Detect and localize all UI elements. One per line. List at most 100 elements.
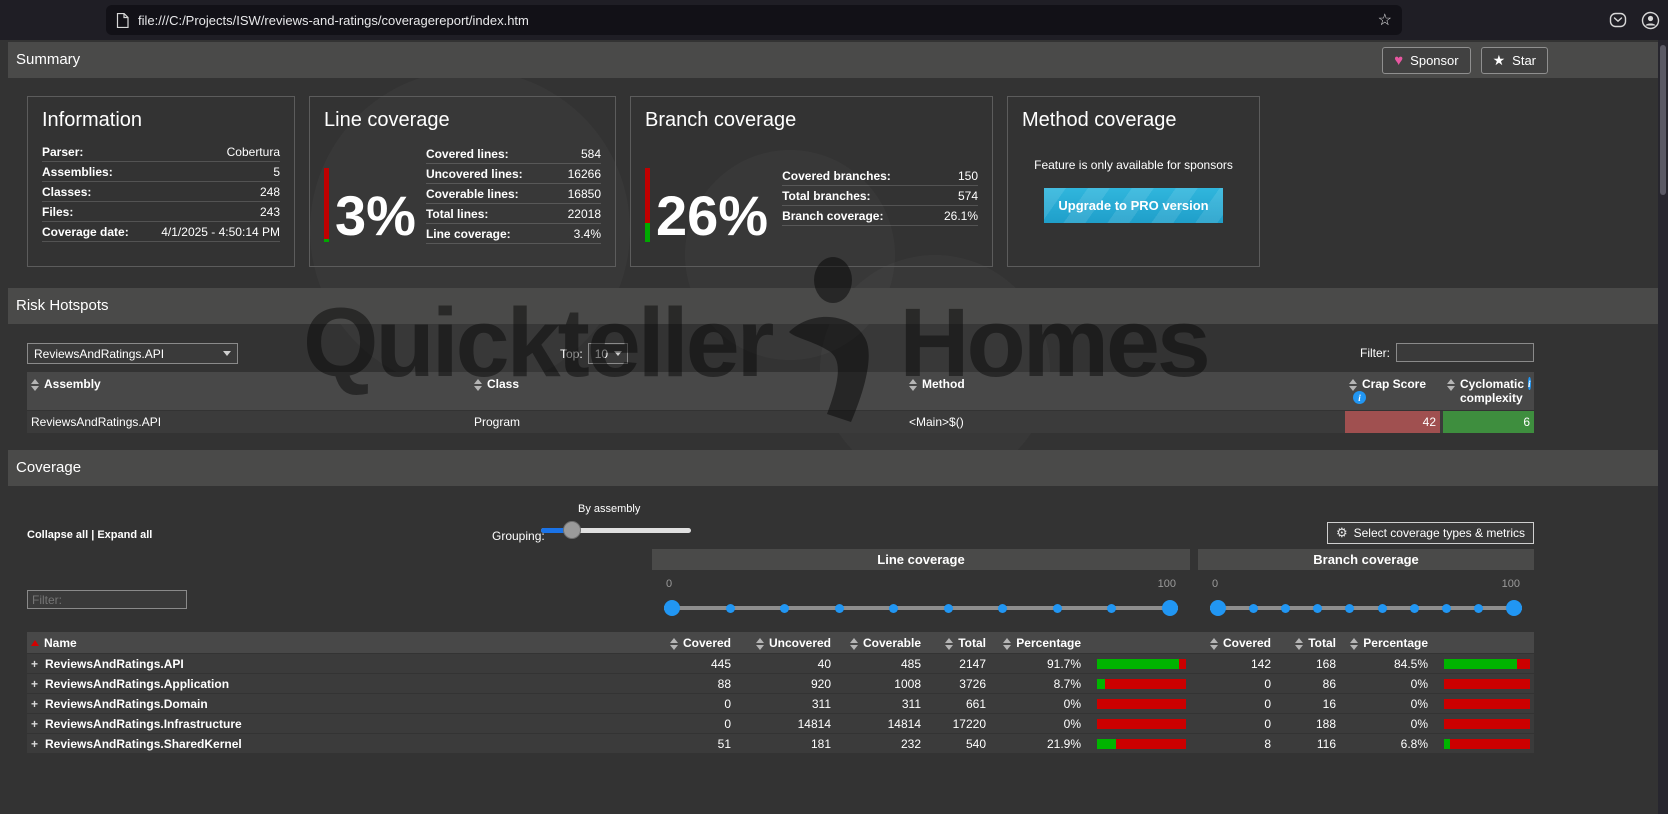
summary-title: Summary: [16, 51, 81, 68]
branch-coverage-range-slider[interactable]: 0 100: [1198, 570, 1534, 632]
range-min-handle[interactable]: [664, 600, 680, 616]
url-text: file:///C:/Projects/ISW/reviews-and-rati…: [138, 12, 529, 28]
branch-coverage-percent: 26%: [656, 184, 769, 248]
method-coverage-card-title: Method coverage: [1022, 109, 1177, 131]
risk-method-cell[interactable]: <Main>$(): [909, 415, 964, 429]
sort-icon: [755, 637, 764, 650]
coverage-report-page: Summary ♥ Sponsor ★ Star Information Par…: [0, 40, 1668, 814]
star-button[interactable]: ★ Star: [1480, 47, 1548, 74]
sort-icon: [1295, 637, 1304, 650]
line-coverage-bar: [1097, 718, 1186, 729]
sort-icon: [474, 379, 482, 391]
sort-icon: [1003, 637, 1012, 650]
page-scrollbar[interactable]: [1658, 40, 1668, 814]
coverage-table-row: + ReviewsAndRatings.Application 88 920 10…: [27, 673, 1534, 693]
branch-coverage-gauge: [645, 168, 650, 242]
column-header-branch-covered[interactable]: Covered: [1198, 632, 1275, 653]
assembly-filter-select[interactable]: ReviewsAndRatings.API: [27, 343, 238, 364]
sort-icon: [909, 379, 917, 391]
expand-icon[interactable]: +: [31, 736, 39, 751]
info-row: Assemblies: 5: [42, 161, 280, 181]
column-header-coverable[interactable]: Coverable: [835, 632, 925, 653]
summary-section-header: Summary ♥ Sponsor ★ Star: [8, 42, 1658, 78]
sort-icon: [1350, 637, 1359, 650]
line-coverage-range-slider[interactable]: 0 100: [652, 570, 1190, 632]
line-coverage-bar: [1097, 698, 1186, 709]
top-count-select[interactable]: 10: [587, 343, 628, 364]
risk-hotspots-table: Assembly Class Method Crap Score i Cyclo…: [27, 372, 1534, 433]
column-header-class[interactable]: Class: [470, 372, 905, 410]
information-card-title: Information: [42, 109, 143, 131]
risk-filter-label: Filter:: [1360, 345, 1390, 360]
expand-icon[interactable]: +: [31, 676, 39, 691]
coverage-title: Coverage: [16, 459, 82, 476]
line-stat-row: Covered lines: 584: [425, 147, 601, 161]
info-icon[interactable]: i: [1353, 391, 1366, 404]
column-header-covered[interactable]: Covered: [652, 632, 735, 653]
line-stat-row: Uncovered lines: 16266: [425, 163, 601, 183]
sort-icon: [849, 637, 858, 650]
scrollbar-thumb[interactable]: [1660, 45, 1666, 195]
information-card: Information Parser: Cobertura Assemblies:…: [27, 96, 295, 267]
info-row: Coverage date: 4/1/2025 - 4:50:14 PM: [42, 221, 280, 242]
line-stat-row: Coverable lines: 16850: [425, 183, 601, 203]
expand-icon[interactable]: +: [31, 716, 39, 731]
expand-icon[interactable]: +: [31, 696, 39, 711]
sponsor-feature-message: Feature is only available for sponsors: [1034, 158, 1233, 172]
select-metrics-button[interactable]: ⚙ Select coverage types & metrics: [1326, 522, 1534, 544]
column-header-uncovered[interactable]: Uncovered: [735, 632, 835, 653]
chevron-down-icon: [614, 351, 623, 356]
heart-icon: ♥: [1394, 52, 1404, 69]
branch-coverage-card: Branch coverage 26% Covered branches: 150…: [630, 96, 993, 267]
branch-coverage-group-header: Branch coverage: [1198, 549, 1534, 570]
grouping-slider-thumb[interactable]: [563, 521, 581, 539]
info-row: Files: 243: [42, 201, 280, 221]
risk-hotspots-title: Risk Hotspots: [16, 297, 109, 314]
line-coverage-card-title: Line coverage: [324, 109, 450, 131]
range-min-handle[interactable]: [1210, 600, 1226, 616]
coverage-table-row: + ReviewsAndRatings.Domain 0 311 311 661 …: [27, 693, 1534, 713]
expand-icon[interactable]: +: [31, 656, 39, 671]
line-coverage-group-header: Line coverage: [652, 549, 1190, 570]
grouping-label: Grouping:: [492, 529, 545, 543]
grouping-slider[interactable]: [541, 521, 691, 539]
pocket-icon[interactable]: [1609, 11, 1627, 29]
coverage-table-row: + ReviewsAndRatings.Infrastructure 0 1481…: [27, 713, 1534, 733]
sort-icon: [945, 637, 954, 650]
risk-class-cell[interactable]: Program: [474, 415, 521, 429]
risk-assembly-cell: ReviewsAndRatings.API: [31, 415, 162, 429]
chevron-down-icon: [223, 351, 231, 356]
collapse-all-link[interactable]: Collapse all: [27, 529, 89, 541]
column-header-crap-score[interactable]: Crap Score i: [1345, 372, 1440, 410]
top-label: Top:: [560, 346, 583, 361]
coverage-filter-input[interactable]: [27, 590, 187, 609]
column-header-assembly[interactable]: Assembly: [27, 372, 470, 410]
coverage-table-header-row: Name Covered Uncovered Coverable Total P…: [27, 632, 1534, 653]
info-icon[interactable]: i: [1528, 377, 1531, 390]
url-bar[interactable]: file:///C:/Projects/ISW/reviews-and-rati…: [106, 5, 1402, 35]
bookmark-star-icon[interactable]: ☆: [1377, 12, 1392, 29]
branch-coverage-bar: [1444, 698, 1530, 709]
column-header-method[interactable]: Method: [905, 372, 1345, 410]
line-coverage-percent: 3%: [335, 184, 416, 248]
risk-table-row: ReviewsAndRatings.API Program <Main>$() …: [27, 410, 1534, 433]
column-header-cyclomatic[interactable]: Cyclomatic complexity i: [1443, 372, 1534, 410]
expand-all-link[interactable]: Expand all: [97, 529, 153, 541]
column-header-total[interactable]: Total: [925, 632, 990, 653]
branch-coverage-bar: [1444, 718, 1530, 729]
line-coverage-card: Line coverage 3% Covered lines: 584 Uncov…: [309, 96, 616, 267]
column-header-line-percentage[interactable]: Percentage: [990, 632, 1085, 653]
risk-filter-input[interactable]: [1396, 343, 1534, 362]
sponsor-button[interactable]: ♥ Sponsor: [1382, 47, 1471, 74]
cyclomatic-cell: 6: [1443, 411, 1534, 433]
sort-icon: [1209, 637, 1218, 650]
page-file-icon: [116, 12, 129, 28]
column-header-branch-total[interactable]: Total: [1275, 632, 1340, 653]
range-max-handle[interactable]: [1505, 600, 1522, 616]
upgrade-pro-button[interactable]: Upgrade to PRO version: [1044, 188, 1222, 223]
column-header-name[interactable]: Name: [27, 632, 652, 653]
range-max-handle[interactable]: [1161, 600, 1178, 616]
column-header-branch-percentage[interactable]: Percentage: [1340, 632, 1432, 653]
account-icon[interactable]: [1641, 11, 1660, 30]
